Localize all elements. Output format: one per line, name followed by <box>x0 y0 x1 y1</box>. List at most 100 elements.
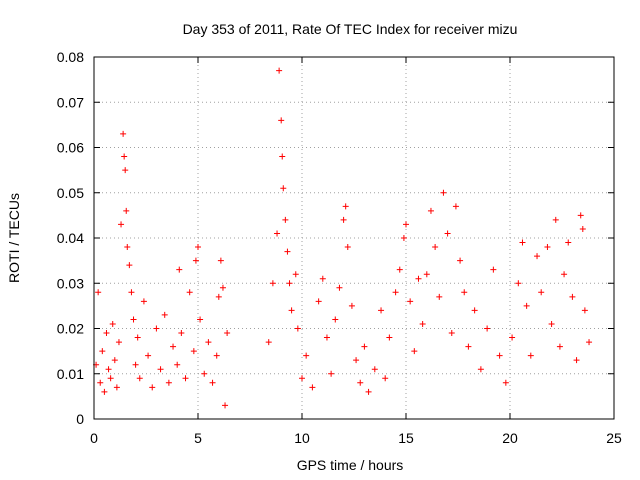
data-point <box>186 289 193 296</box>
data-point <box>157 366 164 373</box>
data-point <box>448 330 455 337</box>
data-point <box>527 352 534 359</box>
data-point <box>573 357 580 364</box>
data-point <box>195 244 201 251</box>
data-point <box>436 293 443 300</box>
data-point <box>215 293 222 300</box>
chart-title: Day 353 of 2011, Rate Of TEC Index for r… <box>183 21 518 37</box>
data-point <box>340 216 347 223</box>
x-tick-label: 10 <box>294 430 310 446</box>
data-point <box>130 316 137 323</box>
data-point <box>109 320 116 327</box>
data-point <box>319 275 326 282</box>
data-point <box>284 248 291 255</box>
data-point <box>122 167 129 174</box>
data-point <box>309 384 316 391</box>
y-tick-label: 0 <box>76 411 84 427</box>
data-point <box>165 379 172 386</box>
data-point <box>427 207 434 214</box>
data-point <box>577 212 584 219</box>
x-tick-labels: 0 5 10 15 20 25 <box>90 430 622 446</box>
data-point <box>111 357 118 364</box>
data-point <box>452 203 459 210</box>
data-point <box>217 257 224 264</box>
data-point <box>323 334 330 341</box>
data-point <box>126 262 133 269</box>
data-point <box>190 348 197 355</box>
data-point <box>145 352 152 359</box>
data-point <box>344 244 351 251</box>
data-point <box>552 216 559 223</box>
data-point <box>523 302 530 309</box>
data-point <box>342 203 349 210</box>
data-point <box>407 298 414 305</box>
data-point <box>382 375 389 382</box>
data-point <box>471 307 478 314</box>
data-point <box>353 357 360 364</box>
data-point <box>515 280 522 287</box>
data-point <box>278 117 285 124</box>
data-point <box>534 253 541 260</box>
data-point <box>176 266 183 273</box>
y-tick-labels: 0 0.01 0.02 0.03 0.04 0.05 0.06 0.07 0.08 <box>57 49 84 427</box>
y-tick-label: 0.02 <box>57 321 84 337</box>
data-point <box>95 289 102 296</box>
data-point <box>444 230 451 237</box>
data-point <box>565 239 572 246</box>
y-tick-label: 0.01 <box>57 366 84 382</box>
data-point <box>134 334 141 341</box>
data-point <box>274 230 281 237</box>
data-point <box>105 366 112 373</box>
data-point <box>348 302 355 309</box>
data-point <box>386 334 393 341</box>
y-tick-label: 0.05 <box>57 185 84 201</box>
data-point <box>222 402 229 409</box>
data-point <box>192 257 199 264</box>
data-point <box>423 271 430 278</box>
data-point <box>182 375 189 382</box>
data-point <box>411 348 418 355</box>
data-point <box>400 235 407 241</box>
data-point <box>161 311 168 318</box>
data-point <box>490 266 497 273</box>
data-point <box>440 189 447 196</box>
data-point <box>465 343 472 350</box>
x-tick-label: 0 <box>90 430 98 446</box>
data-point <box>99 348 106 355</box>
data-point <box>396 266 403 273</box>
axis-ticks <box>93 56 615 420</box>
data-point <box>269 280 276 287</box>
data-point <box>336 284 343 291</box>
data-point <box>178 330 185 337</box>
data-point <box>197 316 204 323</box>
data-point <box>332 316 339 323</box>
data-point <box>496 352 503 359</box>
data-point <box>123 207 130 214</box>
y-tick-label: 0.07 <box>57 94 84 110</box>
x-tick-label: 15 <box>398 430 414 446</box>
data-point <box>113 384 120 391</box>
data-point <box>419 320 426 327</box>
data-point <box>149 384 156 391</box>
data-point <box>586 339 593 346</box>
x-tick-label: 5 <box>194 430 202 446</box>
data-points <box>93 67 593 409</box>
data-point <box>392 289 399 296</box>
data-point <box>97 379 104 386</box>
data-point <box>415 275 422 282</box>
data-point <box>140 298 147 305</box>
data-point <box>279 153 286 160</box>
data-point <box>153 325 160 332</box>
data-point <box>581 307 588 314</box>
data-point <box>502 379 509 386</box>
data-point <box>124 244 131 251</box>
data-point <box>136 375 143 382</box>
data-point <box>101 388 108 395</box>
data-point <box>115 339 122 346</box>
data-point <box>103 330 110 337</box>
data-point <box>205 339 212 346</box>
x-tick-label: 25 <box>606 430 622 446</box>
data-point <box>286 280 293 287</box>
data-point <box>120 130 127 137</box>
